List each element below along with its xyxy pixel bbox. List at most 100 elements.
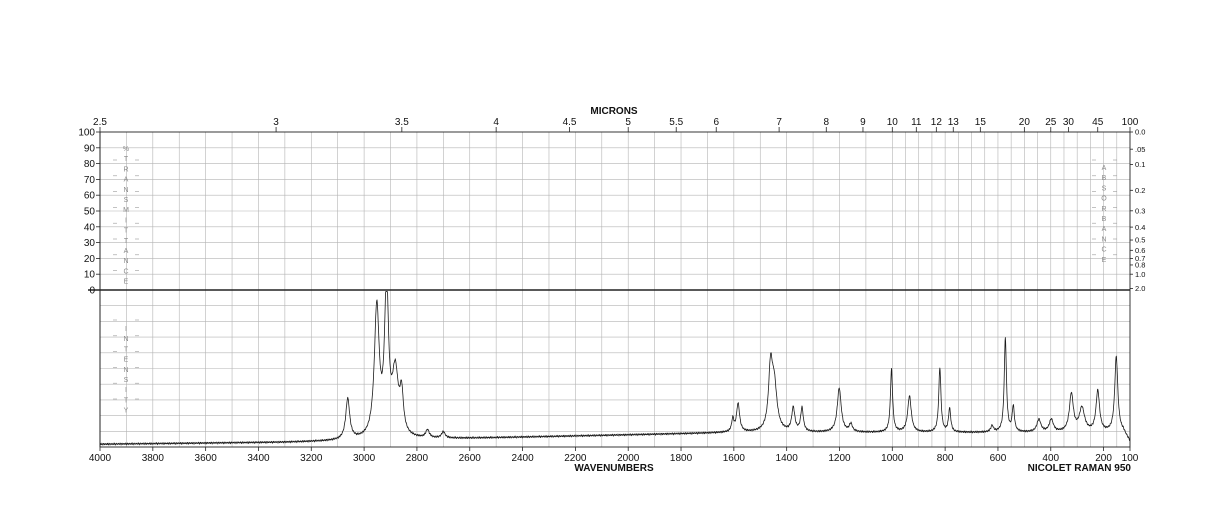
vertical-label-letter: B xyxy=(1102,175,1107,182)
wavenumber-tick-label: 3000 xyxy=(353,453,376,464)
wavenumber-tick-label: 2000 xyxy=(617,453,640,464)
wavenumber-tick-label: 1800 xyxy=(670,453,693,464)
micron-tick-label: 9 xyxy=(860,117,866,128)
vertical-label-letter: B xyxy=(1102,216,1107,223)
absorbance-tick-label: .05 xyxy=(1135,145,1145,154)
vertical-label-letter: T xyxy=(124,228,129,235)
vertical-label-letter: A xyxy=(1102,226,1107,233)
axis-ticks xyxy=(96,127,1133,451)
vertical-label-letter: N xyxy=(123,336,128,343)
vertical-label-letter: N xyxy=(123,367,128,374)
micron-tick-label: 20 xyxy=(1019,117,1031,128)
vertical-label-letter: R xyxy=(1101,206,1106,213)
vertical-label-letter: T xyxy=(124,346,129,353)
vertical-label-letter: N xyxy=(1101,236,1106,243)
transmittance-tick-label: 80 xyxy=(84,159,96,170)
wavenumber-tick-label: 1000 xyxy=(881,453,904,464)
vertical-label-letter: M xyxy=(123,207,129,214)
wavenumber-tick-label: 800 xyxy=(937,453,954,464)
vertical-label-letter: S xyxy=(124,377,129,384)
vertical-label-letter: E xyxy=(124,279,129,286)
micron-tick-label: 4 xyxy=(493,117,499,128)
transmittance-tick-label: 20 xyxy=(84,254,96,265)
wavenumber-tick-label: 600 xyxy=(990,453,1007,464)
instrument-label: NICOLET RAMAN 950 xyxy=(1028,463,1132,474)
wavenumber-tick-label: 1600 xyxy=(723,453,746,464)
absorbance-tick-label: 0.7 xyxy=(1135,254,1145,263)
micron-tick-label: 11 xyxy=(911,117,922,128)
vertical-label-letter: I xyxy=(125,217,127,224)
micron-tick-label: 5.5 xyxy=(669,117,683,128)
vertical-label-letter: A xyxy=(1102,165,1107,172)
transmittance-tick-label: 60 xyxy=(84,191,96,202)
vertical-label-letter: % xyxy=(123,146,129,153)
micron-tick-label: 25 xyxy=(1045,117,1057,128)
wavenumber-tick-label: 200 xyxy=(1095,453,1112,464)
micron-tick-label: 30 xyxy=(1063,117,1075,128)
wavenumber-tick-label: 2600 xyxy=(459,453,482,464)
vertical-label-letter: N xyxy=(123,187,128,194)
micron-tick-label: 6 xyxy=(713,117,719,128)
transmittance-tick-label: 10 xyxy=(84,270,96,281)
absorbance-tick-label: 0.6 xyxy=(1135,246,1145,255)
absorbance-tick-label: 0.2 xyxy=(1135,186,1145,195)
wavenumber-tick-label: 2800 xyxy=(406,453,429,464)
vertical-label-letter: E xyxy=(1102,257,1107,264)
transmittance-tick-label: 50 xyxy=(84,207,96,218)
absorbance-tick-label: 0.8 xyxy=(1135,261,1145,270)
vertical-label-letter: T xyxy=(124,397,129,404)
wavenumber-tick-label: 3600 xyxy=(195,453,218,464)
micron-tick-label: 15 xyxy=(975,117,987,128)
micron-tick-label: 8 xyxy=(824,117,830,128)
transmittance-tick-label: 0 xyxy=(89,286,95,297)
vertical-label-letter: R xyxy=(123,166,128,173)
transmittance-tick-label: 40 xyxy=(84,222,96,233)
transmittance-tick-label: 90 xyxy=(84,143,96,154)
micron-tick-label: 12 xyxy=(931,117,943,128)
micron-tick-label: 2.5 xyxy=(93,117,107,128)
wavenumber-tick-label: 2200 xyxy=(564,453,587,464)
absorbance-tick-label: 2.0 xyxy=(1135,284,1145,293)
vertical-label-letter: I xyxy=(125,387,127,394)
wavenumber-tick-label: 2400 xyxy=(511,453,534,464)
spectrum-trace xyxy=(99,291,1131,446)
microns-axis-title: MICRONS xyxy=(590,106,638,117)
transmittance-tick-label: 70 xyxy=(84,175,96,186)
wavenumber-tick-label: 1200 xyxy=(828,453,851,464)
wavenumbers-axis-title: WAVENUMBERS xyxy=(574,463,654,474)
wavenumber-tick-label: 100 xyxy=(1122,453,1139,464)
wavenumber-tick-label: 3400 xyxy=(247,453,270,464)
absorbance-tick-label: 0.3 xyxy=(1135,207,1145,216)
micron-tick-label: 5 xyxy=(625,117,631,128)
vertical-label-letter: C xyxy=(1101,247,1106,254)
wavenumber-tick-label: 3200 xyxy=(300,453,323,464)
absorbance-tick-label: 0.1 xyxy=(1135,160,1145,169)
micron-tick-label: 3.5 xyxy=(395,117,409,128)
absorbance-tick-label: 0.0 xyxy=(1135,128,1145,137)
vertical-label-letter: O xyxy=(1101,196,1107,203)
vertical-label-letter: T xyxy=(124,156,129,163)
vertical-label-letter: A xyxy=(124,177,129,184)
axis-labels: 2.5 3 3.5 4 4.5 5 5.5 6 7 8 9 10 11 12 13 15 20 25 30 45 100… xyxy=(78,117,1145,464)
vertical-label-letter: E xyxy=(124,357,129,364)
wavenumber-tick-label: 400 xyxy=(1042,453,1059,464)
vertical-label-letter: S xyxy=(1102,185,1107,192)
vertical-label-letter: S xyxy=(124,197,129,204)
micron-tick-label: 13 xyxy=(948,117,960,128)
wavenumber-tick-label: 1400 xyxy=(776,453,799,464)
transmittance-tick-label: 100 xyxy=(78,128,95,139)
wavenumber-tick-label: 4000 xyxy=(89,453,112,464)
micron-tick-label: 45 xyxy=(1092,117,1104,128)
vertical-label-letter: N xyxy=(123,258,128,265)
absorbance-tick-label: 1.0 xyxy=(1135,270,1145,279)
micron-tick-label: 100 xyxy=(1122,117,1139,128)
vertical-label-letter: C xyxy=(123,268,128,275)
vertical-label-letter: I xyxy=(125,326,127,333)
absorbance-tick-label: 0.5 xyxy=(1135,236,1145,245)
chart-frame xyxy=(88,131,1131,448)
micron-tick-label: 3 xyxy=(273,117,279,128)
